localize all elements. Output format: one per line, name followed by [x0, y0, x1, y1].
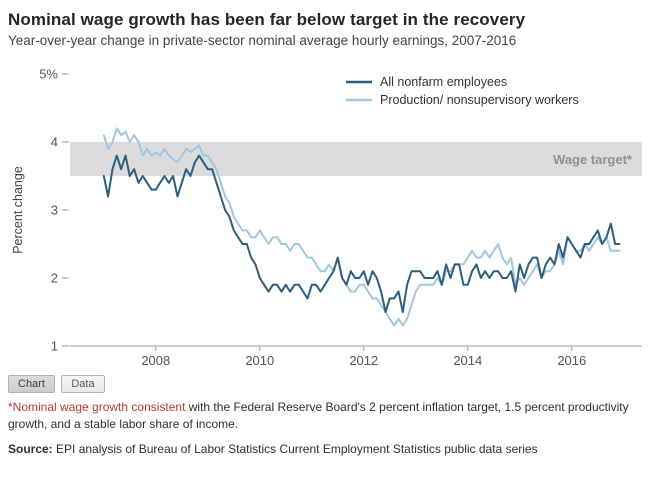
y-tick-label: 1: [51, 339, 58, 354]
wage-target-label: Wage target*: [553, 152, 633, 167]
legend-label: All nonfarm employees: [380, 75, 507, 89]
view-toggle: Chart Data: [8, 374, 641, 393]
legend-label: Production/ nonsupervisory workers: [380, 93, 579, 107]
source-label: Source:: [8, 441, 53, 456]
y-tick-label: 5%: [39, 67, 58, 82]
chart-title: Nominal wage growth has been far below t…: [8, 10, 526, 29]
series-line: [102, 154, 621, 313]
series-line: [102, 127, 621, 327]
source-text: EPI analysis of Bureau of Labor Statisti…: [52, 441, 538, 456]
x-tick-label: 2014: [453, 353, 482, 368]
x-tick-label: 2016: [557, 353, 586, 368]
chart-subtitle: Year-over-year change in private-sector …: [8, 33, 517, 48]
x-tick-label: 2010: [245, 353, 274, 368]
footnote: *Nominal wage growth consistent with the…: [8, 399, 641, 434]
footnote-rest: with the Federal Reserve Board's 2 perce…: [8, 400, 629, 432]
source-line: Source: EPI analysis of Bureau of Labor …: [8, 442, 641, 456]
x-tick-label: 2012: [349, 353, 378, 368]
x-tick-label: 2008: [141, 353, 170, 368]
tab-data[interactable]: Data: [61, 375, 105, 393]
y-axis-label: Percent change: [11, 166, 25, 254]
y-tick-label: 4: [51, 135, 58, 150]
wage-growth-line-chart: Wage target* 1 2 3 4 5% 2008 2010 2012 2014 2016 Pe…: [11, 67, 642, 368]
footnote-highlight: *Nominal wage growth consistent: [8, 400, 186, 414]
page: Nominal wage growth has been far below t…: [8, 10, 642, 456]
wage-target-band: [70, 142, 642, 176]
y-tick-label: 2: [51, 271, 58, 286]
tab-chart[interactable]: Chart: [8, 375, 55, 393]
y-tick-label: 3: [51, 203, 58, 218]
